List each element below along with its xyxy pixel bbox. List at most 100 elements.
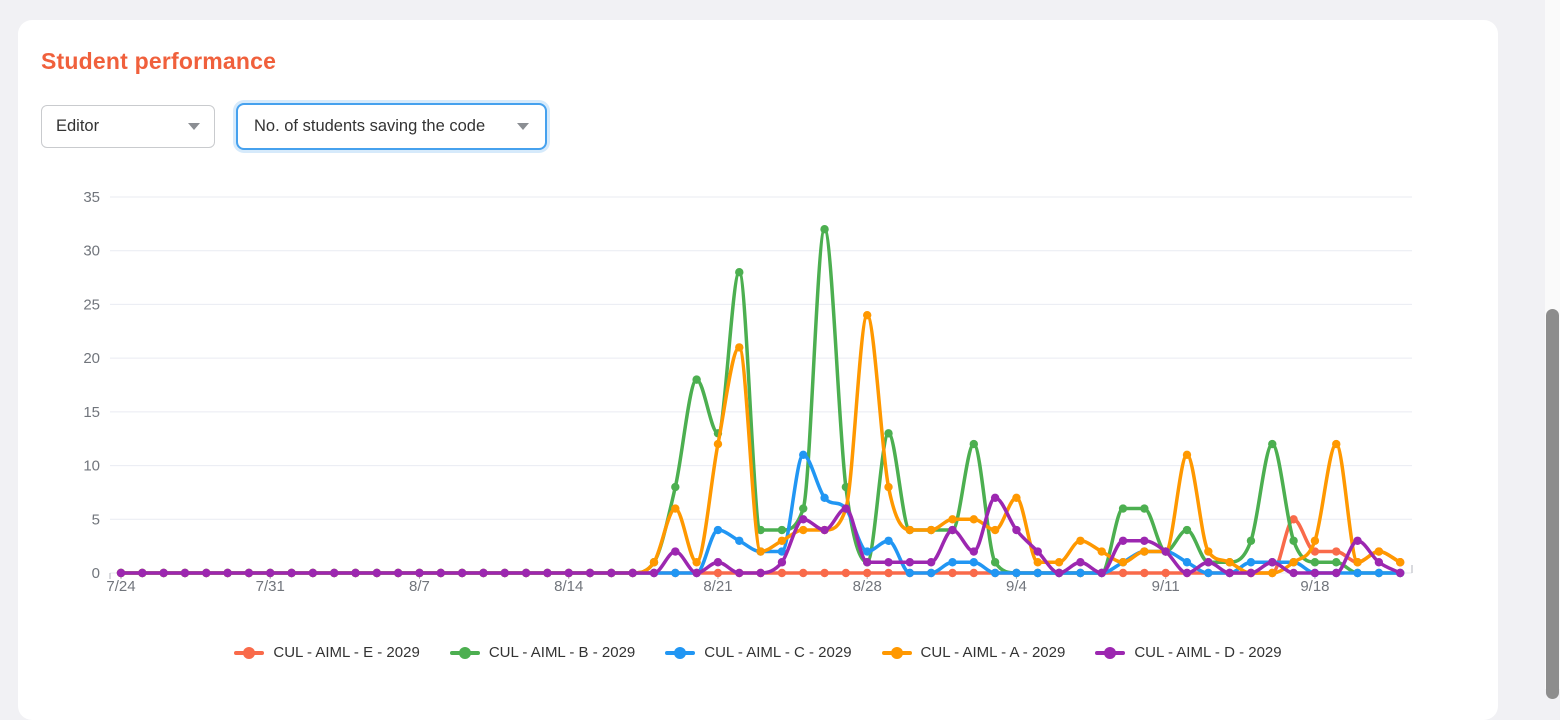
data-point[interactable]	[841, 504, 851, 513]
data-point[interactable]	[948, 558, 957, 567]
data-point[interactable]	[969, 568, 978, 578]
performance-line-chart[interactable]: 0 5 10 15 20 25 30 35 7/24 7/31 8/7 8/14 8/21 8/28 9/4…	[0, 0, 1560, 689]
data-point[interactable]	[138, 568, 147, 578]
data-point[interactable]	[1033, 558, 1042, 567]
data-point[interactable]	[799, 568, 808, 578]
data-point[interactable]	[543, 568, 552, 578]
data-point[interactable]	[692, 375, 701, 384]
data-point[interactable]	[1204, 568, 1213, 578]
data-point[interactable]	[863, 568, 872, 578]
data-point[interactable]	[1310, 536, 1320, 545]
data-point[interactable]	[799, 504, 808, 513]
data-point[interactable]	[926, 525, 936, 535]
data-point[interactable]	[671, 568, 680, 578]
data-point[interactable]	[799, 525, 808, 535]
data-point[interactable]	[1118, 568, 1128, 578]
data-point[interactable]	[393, 568, 403, 578]
data-point[interactable]	[926, 568, 936, 578]
data-point[interactable]	[671, 504, 680, 513]
data-point[interactable]	[926, 558, 936, 567]
data-point[interactable]	[1310, 568, 1320, 578]
data-point[interactable]	[969, 547, 978, 556]
data-point[interactable]	[1246, 568, 1256, 578]
data-point[interactable]	[799, 450, 808, 460]
data-point[interactable]	[777, 547, 787, 556]
data-point[interactable]	[1054, 558, 1064, 567]
metric-dropdown[interactable]: No. of students saving the code	[236, 103, 547, 150]
data-point[interactable]	[415, 568, 424, 578]
data-point[interactable]	[180, 568, 190, 578]
data-point[interactable]	[308, 568, 318, 578]
data-point[interactable]	[1310, 558, 1320, 567]
page-scrollbar[interactable]	[1545, 0, 1560, 699]
data-point[interactable]	[500, 568, 509, 578]
data-point[interactable]	[735, 536, 744, 545]
data-point[interactable]	[863, 547, 872, 556]
data-point[interactable]	[1204, 547, 1213, 556]
data-point[interactable]	[1353, 536, 1362, 545]
data-point[interactable]	[756, 525, 765, 535]
data-point[interactable]	[1289, 568, 1298, 578]
data-point[interactable]	[948, 568, 957, 578]
legend-item[interactable]: CUL - AIML - C - 2029	[665, 644, 852, 661]
legend-item[interactable]: CUL - AIML - A - 2029	[881, 644, 1065, 661]
data-point[interactable]	[1332, 439, 1341, 449]
data-point[interactable]	[1289, 515, 1298, 524]
data-point[interactable]	[1182, 525, 1192, 535]
data-point[interactable]	[1182, 450, 1192, 460]
data-point[interactable]	[649, 568, 659, 578]
data-point[interactable]	[1140, 568, 1149, 578]
data-point[interactable]	[564, 568, 573, 578]
data-point[interactable]	[1140, 547, 1149, 556]
data-point[interactable]	[948, 515, 957, 524]
data-point[interactable]	[330, 568, 339, 578]
data-point[interactable]	[1033, 547, 1042, 556]
data-point[interactable]	[244, 568, 254, 578]
data-point[interactable]	[1118, 504, 1128, 513]
data-point[interactable]	[1204, 558, 1213, 567]
data-point[interactable]	[1353, 558, 1362, 567]
data-point[interactable]	[1161, 547, 1170, 556]
data-point[interactable]	[1182, 558, 1192, 567]
data-point[interactable]	[1182, 568, 1192, 578]
data-point[interactable]	[351, 568, 360, 578]
data-point[interactable]	[692, 558, 701, 567]
data-point[interactable]	[820, 225, 829, 234]
data-point[interactable]	[1396, 558, 1405, 567]
data-point[interactable]	[649, 558, 659, 567]
data-point[interactable]	[756, 547, 765, 556]
data-point[interactable]	[905, 525, 915, 535]
data-point[interactable]	[159, 568, 168, 578]
data-point[interactable]	[1268, 558, 1277, 567]
data-point[interactable]	[1076, 558, 1085, 567]
data-point[interactable]	[436, 568, 445, 578]
data-point[interactable]	[1054, 568, 1064, 578]
data-point[interactable]	[1268, 439, 1277, 449]
legend-item[interactable]: CUL - AIML - D - 2029	[1095, 644, 1282, 661]
data-point[interactable]	[1012, 493, 1021, 502]
data-point[interactable]	[372, 568, 382, 578]
data-point[interactable]	[1140, 504, 1149, 513]
data-point[interactable]	[990, 493, 1000, 502]
data-point[interactable]	[607, 568, 616, 578]
data-point[interactable]	[1374, 568, 1384, 578]
data-point[interactable]	[990, 568, 1000, 578]
data-point[interactable]	[799, 515, 808, 524]
data-point[interactable]	[521, 568, 531, 578]
data-point[interactable]	[777, 525, 787, 535]
data-point[interactable]	[1396, 568, 1405, 578]
data-point[interactable]	[1332, 547, 1341, 556]
data-point[interactable]	[969, 439, 978, 449]
data-point[interactable]	[713, 558, 723, 567]
data-point[interactable]	[1353, 568, 1362, 578]
data-point[interactable]	[1012, 525, 1021, 535]
data-point[interactable]	[202, 568, 211, 578]
data-point[interactable]	[884, 568, 893, 578]
data-point[interactable]	[735, 343, 744, 352]
data-point[interactable]	[1225, 558, 1234, 567]
scrollbar-thumb[interactable]	[1546, 309, 1559, 699]
data-point[interactable]	[1289, 558, 1298, 567]
data-point[interactable]	[948, 525, 957, 535]
data-point[interactable]	[223, 568, 232, 578]
data-point[interactable]	[1225, 568, 1234, 578]
